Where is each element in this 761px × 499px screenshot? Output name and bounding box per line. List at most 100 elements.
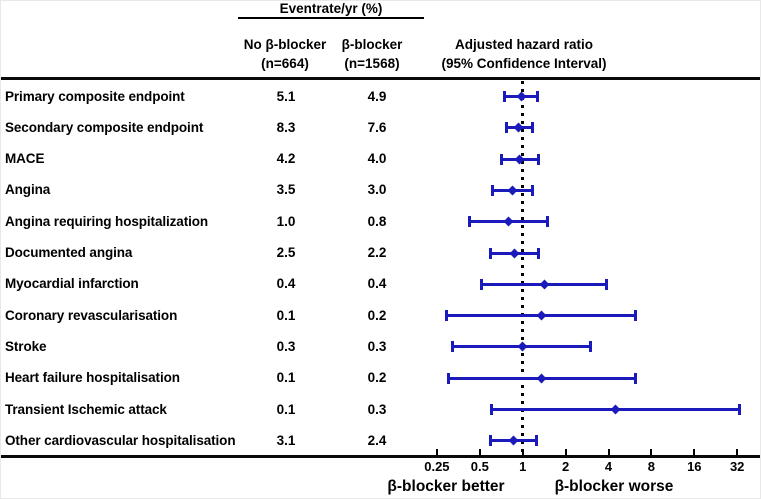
hazard-ratio-marker [610, 404, 621, 415]
rate-bblocker: 0.3 [367, 338, 387, 354]
rate-no-bblocker: 2.5 [276, 245, 296, 260]
rate-no-bblocker: 0.1 [276, 370, 296, 386]
rate-bblocker: 0.3 [367, 401, 387, 417]
rate-bblocker: 7.6 [367, 119, 387, 135]
endpoint-label: Transient Ischemic attack [5, 401, 167, 417]
axis-tick [650, 449, 653, 455]
ci-lower-cap [491, 184, 495, 196]
axis-tick [693, 449, 696, 455]
rate-no-bblocker: 5.1 [276, 88, 296, 104]
rate-no-bblocker: 3.1 [276, 432, 296, 448]
axis-tick [564, 449, 567, 455]
ci-lower-cap [480, 278, 484, 290]
rate-bblocker: 3.0 [367, 182, 387, 198]
rate-bblocker: 2.2 [367, 245, 387, 260]
rate-no-bblocker: 3.5 [276, 182, 296, 198]
ci-upper-cap [536, 153, 540, 165]
ci-lower-cap [489, 247, 493, 259]
hazard-ratio-marker [539, 279, 550, 290]
axis-tick [521, 449, 524, 455]
reference-line-hr1 [521, 81, 525, 455]
header-divider-rule [1, 77, 760, 80]
hazard-ratio-marker [536, 310, 547, 321]
rate-bblocker: 0.4 [367, 276, 387, 292]
rate-no-bblocker: 0.1 [276, 401, 296, 417]
endpoint-label: Angina [5, 182, 51, 198]
endpoint-label: MACE [5, 151, 45, 167]
col-header-hazard-ratio-line2: (95% Confidence Interval) [441, 56, 607, 71]
ci-upper-cap [738, 404, 742, 415]
hazard-ratio-marker [509, 248, 520, 258]
ci-upper-cap [634, 310, 638, 322]
hazard-ratio-marker [536, 373, 547, 384]
ci-upper-cap [534, 435, 538, 447]
ci-upper-cap [531, 122, 535, 134]
ci-upper-cap [531, 184, 535, 196]
col-header-bblocker: β-blocker (n=1568) [326, 35, 418, 73]
rate-no-bblocker: 8.3 [276, 119, 296, 135]
col-header-bblocker-name: β-blocker [341, 37, 403, 52]
axis-tick [736, 449, 739, 455]
ci-lower-cap [499, 153, 503, 165]
axis-label-better: β-blocker better [387, 478, 505, 495]
axis-tick-label: 8 [647, 459, 655, 474]
axis-tick-label: 4 [604, 459, 613, 474]
rate-bblocker: 0.2 [367, 370, 387, 386]
axis-tick-label: 32 [729, 459, 745, 474]
col-header-no-bblocker-n: (n=664) [261, 56, 309, 71]
rate-bblocker: 4.0 [367, 151, 387, 167]
endpoint-label: Stroke [5, 338, 47, 354]
col-header-no-bblocker-name: No β-blocker [243, 37, 327, 52]
ci-lower-cap [504, 122, 508, 134]
ci-lower-cap [489, 435, 493, 447]
hazard-ratio-marker [508, 435, 519, 446]
ci-lower-cap [490, 404, 494, 415]
rate-bblocker: 2.4 [367, 432, 387, 448]
endpoint-label: Primary composite endpoint [5, 88, 185, 104]
endpoint-label: Other cardiovascular hospitalisation [5, 432, 236, 448]
rate-no-bblocker: 0.4 [276, 276, 296, 292]
eventrate-group-header: Eventrate/yr (%) [279, 1, 383, 16]
endpoint-label: Coronary revascularisation [5, 307, 178, 323]
endpoint-label: Angina requiring hospitalization [5, 213, 209, 229]
axis-tick-label: 2 [561, 459, 570, 474]
ci-upper-cap [545, 216, 549, 228]
hazard-ratio-marker [516, 91, 527, 102]
axis-tick [435, 449, 438, 455]
eventrate-underline [238, 17, 424, 19]
col-header-no-bblocker: No β-blocker (n=664) [234, 35, 336, 73]
endpoint-label: Documented angina [5, 245, 133, 260]
axis-tick [607, 449, 610, 455]
hazard-ratio-marker [507, 185, 518, 196]
ci-upper-cap [535, 91, 539, 102]
rate-no-bblocker: 0.3 [276, 338, 296, 354]
axis-rule [1, 455, 760, 458]
col-header-bblocker-n: (n=1568) [344, 56, 400, 71]
hazard-ratio-marker [503, 216, 514, 227]
ci-lower-cap [468, 216, 471, 228]
endpoint-label: Secondary composite endpoint [5, 119, 204, 135]
axis-tick-label: 0.5 [470, 459, 489, 474]
axis-tick-label: 1 [519, 459, 527, 474]
ci-upper-cap [633, 372, 637, 384]
endpoint-label: Myocardial infarction [5, 276, 139, 292]
hazard-ratio-marker [517, 341, 528, 352]
ci-upper-cap [536, 247, 540, 259]
ci-lower-cap [503, 91, 507, 102]
axis-tick [478, 449, 481, 455]
ci-lower-cap [445, 310, 449, 322]
axis-tick-label: 16 [687, 459, 702, 474]
rate-no-bblocker: 1.0 [276, 213, 296, 229]
axis-tick-label: 0.25 [424, 459, 450, 474]
ci-upper-cap [604, 278, 608, 290]
rate-bblocker: 4.9 [367, 88, 387, 104]
endpoint-label: Heart failure hospitalisation [5, 370, 180, 386]
rate-no-bblocker: 0.1 [276, 307, 296, 323]
rate-bblocker: 0.8 [367, 213, 387, 229]
ci-lower-cap [447, 372, 451, 384]
col-header-hazard-ratio: Adjusted hazard ratio (95% Confidence In… [411, 35, 637, 73]
rate-bblocker: 0.2 [367, 307, 387, 323]
rate-no-bblocker: 4.2 [276, 151, 296, 167]
col-header-hazard-ratio-line1: Adjusted hazard ratio [454, 37, 594, 52]
